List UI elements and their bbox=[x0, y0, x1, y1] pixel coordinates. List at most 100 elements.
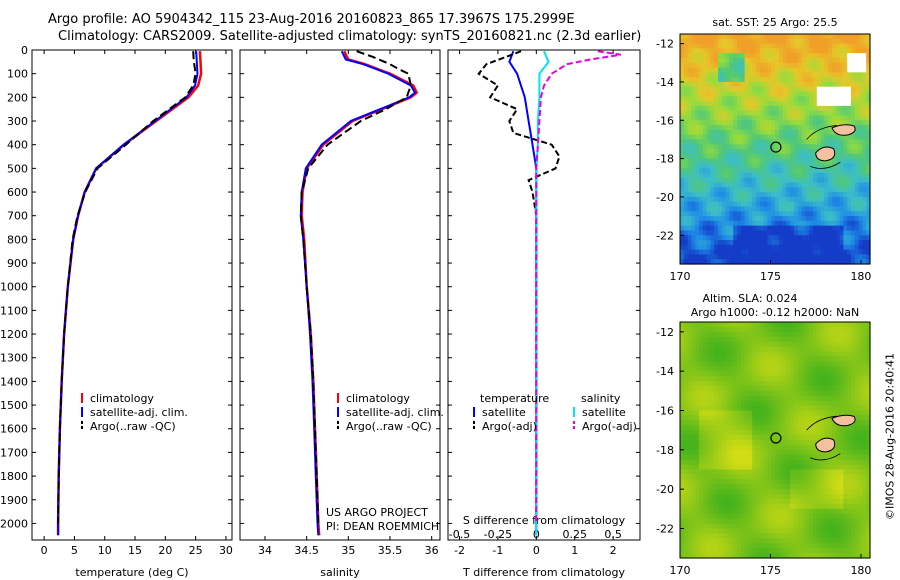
sla-map-cell bbox=[854, 390, 860, 397]
sst-map-cell bbox=[782, 139, 787, 145]
sst-map-cell bbox=[771, 177, 776, 184]
sla-map-cell bbox=[828, 381, 833, 387]
sst-map-cell bbox=[767, 220, 772, 227]
sst-map-cell bbox=[862, 244, 867, 251]
salinity-x-tick-label: 35.5 bbox=[378, 544, 403, 557]
sla-map-cell bbox=[729, 543, 734, 549]
sla-map-cell bbox=[786, 415, 791, 421]
sla-map-cell bbox=[854, 538, 860, 544]
sst-map-cell bbox=[805, 72, 810, 78]
sla-map-cell bbox=[847, 376, 852, 382]
sla-map-cell bbox=[778, 331, 784, 338]
sst-map-cell bbox=[820, 235, 825, 241]
sst-map-cell bbox=[740, 177, 746, 184]
sst-map-cell bbox=[763, 72, 768, 78]
sla-map-cell bbox=[763, 469, 768, 476]
sla-map-cell bbox=[816, 474, 822, 480]
sst-map-cell bbox=[767, 196, 772, 203]
sst-map-cell bbox=[862, 139, 867, 145]
sla-map-cell bbox=[782, 449, 787, 456]
sst-map-cell bbox=[813, 57, 818, 64]
sst-map-cell bbox=[771, 259, 776, 265]
sst-map-cell bbox=[756, 177, 761, 184]
sst-map-cell bbox=[706, 77, 711, 83]
sla-map-cell bbox=[786, 444, 791, 451]
sst-map-cell bbox=[843, 244, 848, 251]
sst-map-cell bbox=[801, 216, 806, 222]
sla-map-cell bbox=[828, 454, 833, 461]
sst-map-cell bbox=[710, 196, 715, 203]
sla-map-cell bbox=[756, 469, 761, 476]
sla-map-cell bbox=[851, 484, 856, 490]
sst-map-cell bbox=[699, 62, 704, 69]
sla-map-cell bbox=[820, 430, 825, 436]
sla-map-cell bbox=[759, 351, 765, 358]
sst-map-cell bbox=[699, 163, 704, 169]
sst-map-cell bbox=[721, 62, 727, 69]
sla-map-cell bbox=[778, 425, 784, 431]
sla-map-cell bbox=[809, 351, 814, 358]
sst-map-cell bbox=[839, 105, 844, 112]
sla-map-cell bbox=[851, 459, 856, 466]
sla-map-cell bbox=[794, 444, 799, 451]
sst-map-cell bbox=[854, 240, 860, 246]
sla-map-cell bbox=[756, 464, 761, 471]
sla-map-cell bbox=[729, 459, 734, 466]
sst-map-cell bbox=[687, 240, 692, 246]
sla-map-cell bbox=[790, 440, 795, 446]
sst-map-cell bbox=[813, 163, 818, 169]
sla-map-cell bbox=[832, 366, 837, 372]
sla-map-cell bbox=[706, 361, 711, 367]
sst-map-cell bbox=[835, 192, 841, 198]
sla-map-cell bbox=[729, 410, 734, 417]
sla-map-cell bbox=[854, 449, 860, 456]
sla-map-cell bbox=[740, 420, 746, 426]
sst-map-cell bbox=[778, 77, 784, 83]
sst-map-cell bbox=[680, 149, 685, 155]
sla-map-cell bbox=[759, 494, 765, 500]
sla-map-cell bbox=[801, 322, 806, 328]
sst-map-cell bbox=[683, 240, 689, 246]
sla-map-cell bbox=[801, 420, 806, 426]
sla-map-cell bbox=[733, 484, 738, 490]
sla-map-cell bbox=[801, 361, 806, 367]
sla-map-cell bbox=[725, 508, 730, 515]
sla-map-cell bbox=[748, 543, 753, 549]
sla-map-cell bbox=[858, 356, 863, 362]
sst-map-cell bbox=[797, 144, 803, 150]
sst-map-cell bbox=[706, 96, 711, 102]
sla-map-cell bbox=[794, 356, 799, 362]
sst-map-cell bbox=[858, 125, 863, 131]
sst-map-cell bbox=[729, 192, 734, 198]
sst-map-cell bbox=[805, 38, 810, 45]
sla-map-cell bbox=[778, 499, 784, 505]
sla-map-cell bbox=[835, 528, 841, 535]
sla-map-cell bbox=[782, 484, 787, 490]
sla-map-cell bbox=[695, 346, 700, 353]
sla-map-cell bbox=[691, 484, 696, 490]
sla-map-cell bbox=[729, 336, 734, 343]
sst-map-cell bbox=[729, 149, 734, 155]
sst-map-cell bbox=[702, 38, 708, 45]
sst-map-cell bbox=[839, 168, 844, 174]
temperature-legend-satellite-label: satellite-adj. clim. bbox=[90, 406, 188, 419]
sla-map-cell bbox=[782, 405, 787, 412]
sst-map-cell bbox=[710, 206, 715, 212]
sla-map-cell bbox=[744, 444, 749, 451]
sla-map-cell bbox=[695, 400, 700, 407]
sst-map-cell bbox=[771, 163, 776, 169]
sla-map-cell bbox=[721, 346, 727, 353]
sla-map-cell bbox=[763, 523, 768, 530]
sst-map-cell bbox=[771, 129, 776, 136]
sst-map-cell bbox=[733, 134, 738, 141]
sst-map-cell bbox=[832, 168, 837, 174]
sst-map-cell bbox=[691, 72, 696, 78]
sst-map-cell bbox=[771, 57, 776, 64]
sla-map-cell bbox=[851, 385, 856, 392]
sst-map-cell bbox=[775, 158, 780, 164]
sla-map-cell bbox=[790, 479, 795, 485]
sla-map-cell bbox=[763, 479, 768, 485]
sst-map-cell bbox=[680, 225, 685, 232]
sla-map-cell bbox=[790, 543, 795, 549]
temperature-ytick-label: 500 bbox=[7, 162, 28, 175]
